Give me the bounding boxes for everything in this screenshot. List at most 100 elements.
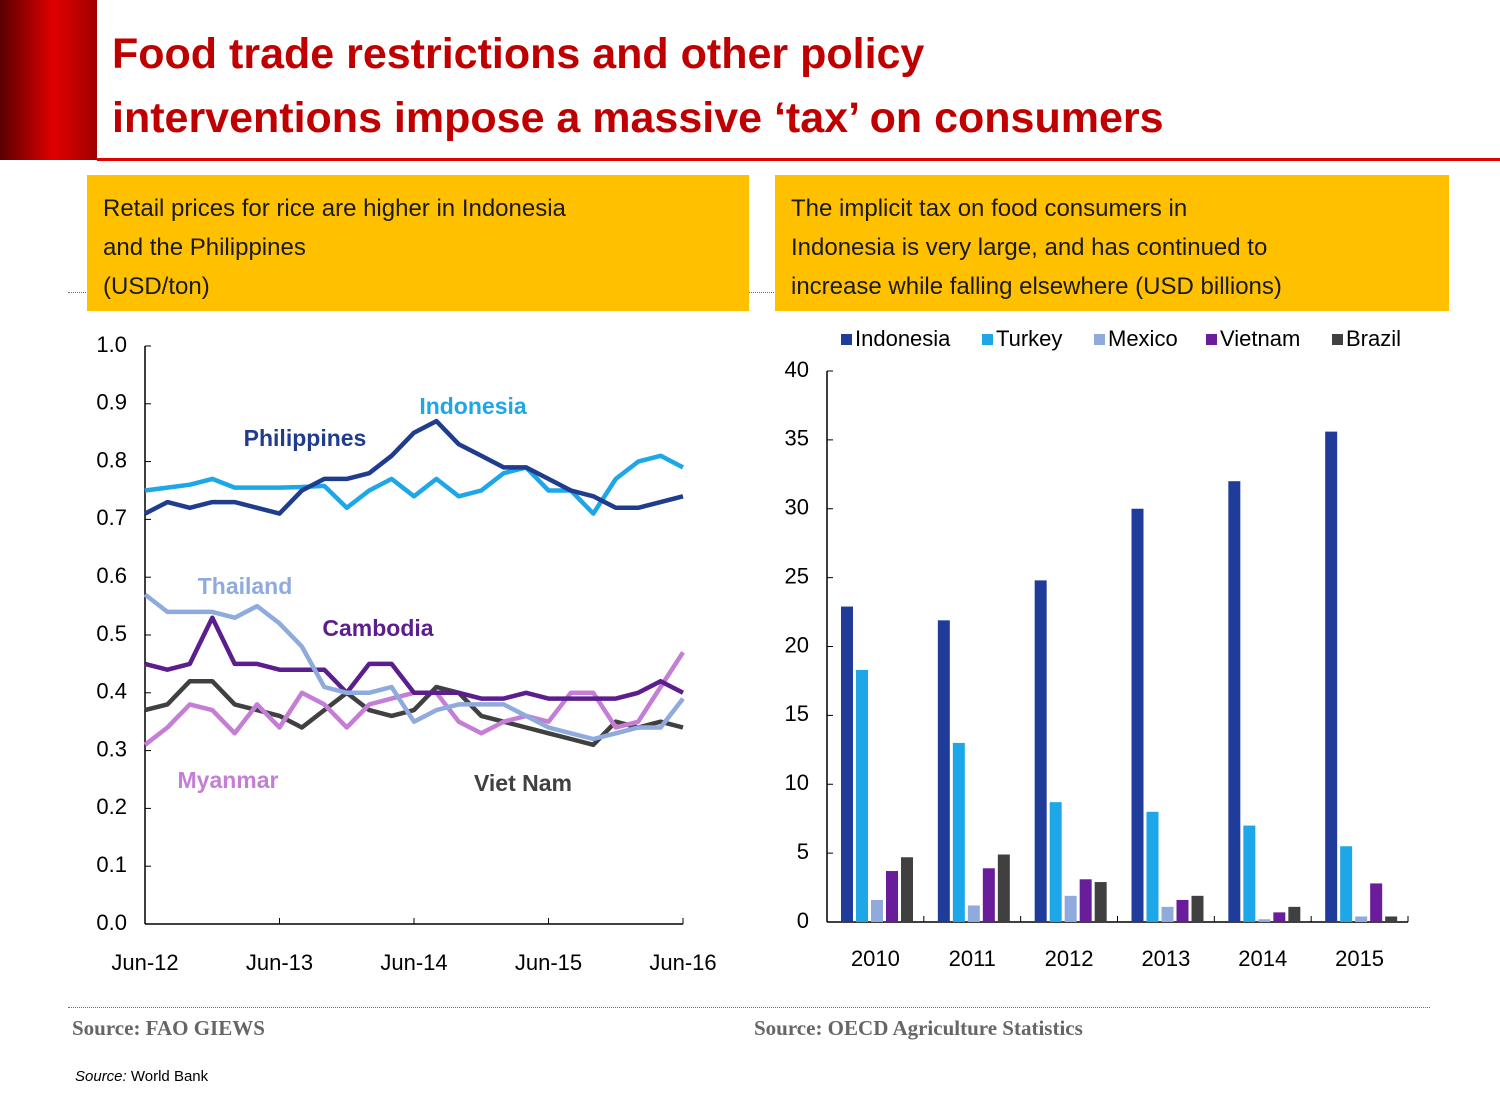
title-rule [97, 158, 1500, 161]
y-tick-label: 0.8 [96, 447, 127, 472]
y-tick-label: 0.6 [96, 563, 127, 588]
legend-label: Indonesia [855, 326, 951, 351]
chart-title: Retail prices for rice are higher in Ind… [103, 195, 566, 222]
y-tick-label: 35 [785, 426, 809, 451]
y-tick-label: 0 [797, 908, 809, 933]
series-label: Indonesia [419, 393, 527, 419]
legend-swatch [1094, 334, 1105, 345]
bar [1191, 895, 1204, 922]
y-tick-label: 30 [785, 495, 809, 520]
title-line: Food trade restrictions and other policy [112, 30, 925, 78]
bar [886, 871, 898, 922]
bar [856, 669, 868, 922]
line-series [143, 651, 685, 747]
title-line: interventions impose a massive ‘tax’ on … [112, 94, 1164, 142]
chart-title: Indonesia is very large, and has continu… [791, 234, 1268, 261]
chart-title: The implicit tax on food consumers in [791, 195, 1188, 222]
legend-swatch [1206, 334, 1217, 345]
series-label: Cambodia [322, 615, 433, 641]
bar [982, 868, 995, 922]
legend-swatch [1332, 334, 1343, 345]
bar [1146, 811, 1159, 922]
bar [1161, 906, 1174, 922]
y-tick-label: 40 [785, 357, 809, 382]
source: Source: OECD Agriculture Statistics [754, 1016, 1083, 1040]
x-tick-label: 2011 [949, 946, 996, 971]
legend-label: Turkey [996, 326, 1062, 351]
x-tick-label: Jun-14 [380, 950, 447, 975]
bar [1273, 912, 1286, 922]
line-series [144, 615, 685, 701]
bar [967, 905, 980, 922]
bar [1370, 883, 1383, 922]
bar [871, 899, 883, 922]
bar [1258, 919, 1271, 922]
y-tick-label: 0.5 [96, 621, 127, 646]
chart-title: and the Philippines [103, 234, 306, 261]
bar [1355, 916, 1368, 922]
slide-title: Food trade restrictions and other policy… [112, 22, 1164, 150]
bar [1079, 879, 1092, 922]
bar [1131, 508, 1144, 922]
series-label: Myanmar [178, 767, 279, 793]
footnote-label: Source: [75, 1068, 127, 1085]
chart-title: increase while falling elsewhere (USD bi… [791, 273, 1282, 300]
legend-swatch [982, 334, 993, 345]
y-tick-label: 0.1 [96, 852, 127, 877]
line-series [144, 678, 684, 748]
y-tick-label: 0.3 [96, 736, 127, 761]
x-tick-label: Jun-13 [246, 950, 313, 975]
bar [1340, 846, 1353, 922]
bar [1243, 825, 1256, 922]
red-band [0, 0, 97, 160]
y-tick-label: 0.0 [96, 910, 127, 935]
y-tick-label: 10 [785, 770, 809, 795]
x-tick-label: 2014 [1238, 946, 1287, 971]
chart-header: Retail prices for rice are higher in Ind… [87, 175, 749, 311]
dotted-rule [68, 292, 1430, 293]
x-tick-label: 2013 [1141, 946, 1190, 971]
chart-header: The implicit tax on food consumers in In… [775, 175, 1449, 311]
bar [1385, 916, 1398, 922]
x-tick-label: 2012 [1045, 946, 1094, 971]
y-tick-label: 20 [785, 632, 809, 657]
x-tick-label: 2010 [851, 946, 900, 971]
bar [1176, 899, 1189, 922]
bar [937, 620, 950, 922]
chart-title: (USD/ton) [103, 273, 210, 300]
bar [1049, 802, 1062, 922]
footnote: Source: World Bank [75, 1068, 208, 1085]
bar [1064, 895, 1077, 922]
footnote-text: World Bank [130, 1068, 209, 1085]
series-label: Thailand [198, 573, 293, 599]
y-tick-label: 0.9 [96, 390, 127, 415]
series-label: Viet Nam [474, 770, 572, 796]
x-tick-label: Jun-16 [649, 950, 716, 975]
y-tick-label: 15 [785, 701, 809, 726]
line-series [143, 592, 685, 742]
y-tick-label: 5 [797, 839, 809, 864]
dotted-rule [68, 1007, 1430, 1008]
line-series [143, 418, 684, 516]
bar [1288, 906, 1301, 922]
x-tick-label: Jun-15 [515, 950, 582, 975]
bar [1325, 431, 1338, 922]
legend-label: Vietnam [1220, 326, 1300, 351]
x-tick-label: 2015 [1335, 946, 1384, 971]
y-tick-label: 0.7 [96, 505, 127, 530]
y-tick-label: 25 [785, 563, 809, 588]
bar [1034, 580, 1047, 922]
x-tick-label: Jun-12 [111, 950, 178, 975]
legend-label: Mexico [1108, 326, 1178, 351]
line-series [144, 453, 685, 516]
bar [1228, 481, 1241, 922]
bar [1094, 882, 1107, 922]
bar [997, 854, 1010, 922]
y-tick-label: 0.2 [96, 794, 127, 819]
legend-label: Brazil [1346, 326, 1401, 351]
source: Source: FAO GIEWS [72, 1016, 265, 1040]
bar [901, 857, 913, 922]
bar [841, 606, 853, 922]
